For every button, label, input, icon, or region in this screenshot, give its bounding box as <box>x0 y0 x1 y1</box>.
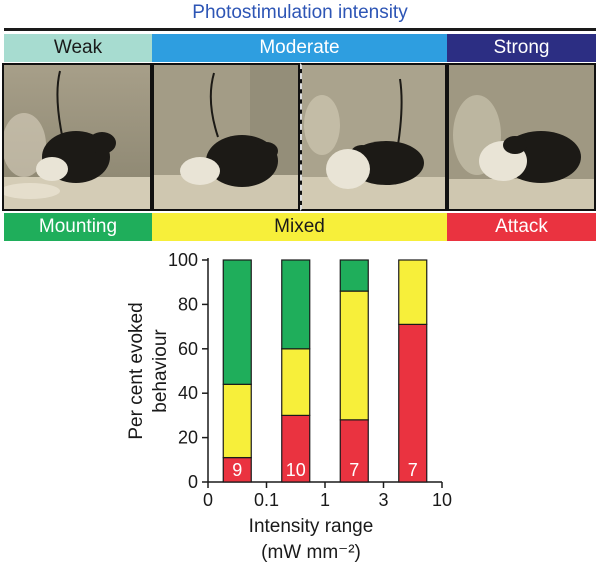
x-tick-label: 0 <box>203 490 213 510</box>
x-axis-label-line1: Intensity range <box>249 516 374 537</box>
bar-segment-mixed <box>398 259 428 325</box>
y-tick-label: 80 <box>178 294 198 314</box>
behaviour-band-mounting: Mounting <box>4 213 152 241</box>
y-axis-label-line2: behaviour <box>150 329 171 413</box>
bar-segment-mixed <box>339 290 369 421</box>
bar-segment-mixed <box>281 348 311 417</box>
chart-title: Photostimulation intensity <box>192 2 408 23</box>
x-tick-label: 1 <box>320 490 330 510</box>
intensity-band-moderate: Moderate <box>152 34 447 62</box>
video-frame-mixed-left <box>152 63 300 211</box>
bar-segment-mounting <box>222 259 252 385</box>
y-tick-label: 60 <box>178 339 198 359</box>
video-frame-mounting <box>2 63 152 211</box>
bar-segment-attack <box>222 456 252 483</box>
title-rule <box>4 28 596 31</box>
stacked-bar-chart: 0 20 40 60 80 100 0 0.1 1 3 10 9 10 7 7 Per cent evoked… <box>126 250 452 563</box>
video-frame-attack <box>447 63 596 211</box>
bar-segment-mounting <box>339 259 369 292</box>
behaviour-band-attack: Attack <box>447 213 596 241</box>
video-frame-mixed-right <box>300 63 447 211</box>
x-axis-label-line2: (mW mm⁻²) <box>261 542 361 563</box>
x-tick-label: 3 <box>378 490 388 510</box>
bar-n-label: 7 <box>349 460 359 480</box>
intensity-band-strong: Strong <box>447 34 596 62</box>
x-tick-label: 10 <box>432 490 452 510</box>
y-tick-label: 20 <box>178 428 198 448</box>
bar-n-label: 10 <box>286 460 306 480</box>
bar-segment-mixed <box>222 383 252 459</box>
bar-n-label: 7 <box>408 460 418 480</box>
video-frame-strip <box>2 63 596 211</box>
y-tick-label: 100 <box>168 250 198 270</box>
bar-segment-mounting <box>281 259 311 350</box>
behaviour-band-mixed: Mixed <box>152 213 447 241</box>
y-axis-label-line1: Per cent evoked <box>126 302 147 439</box>
y-tick-label: 0 <box>188 472 198 492</box>
x-tick-label: 0.1 <box>254 490 279 510</box>
bar-segment-attack <box>339 419 369 483</box>
intensity-band-weak: Weak <box>4 34 152 62</box>
bar-n-label: 9 <box>232 460 242 480</box>
y-tick-label: 40 <box>178 383 198 403</box>
bar-segment-attack <box>398 323 428 483</box>
